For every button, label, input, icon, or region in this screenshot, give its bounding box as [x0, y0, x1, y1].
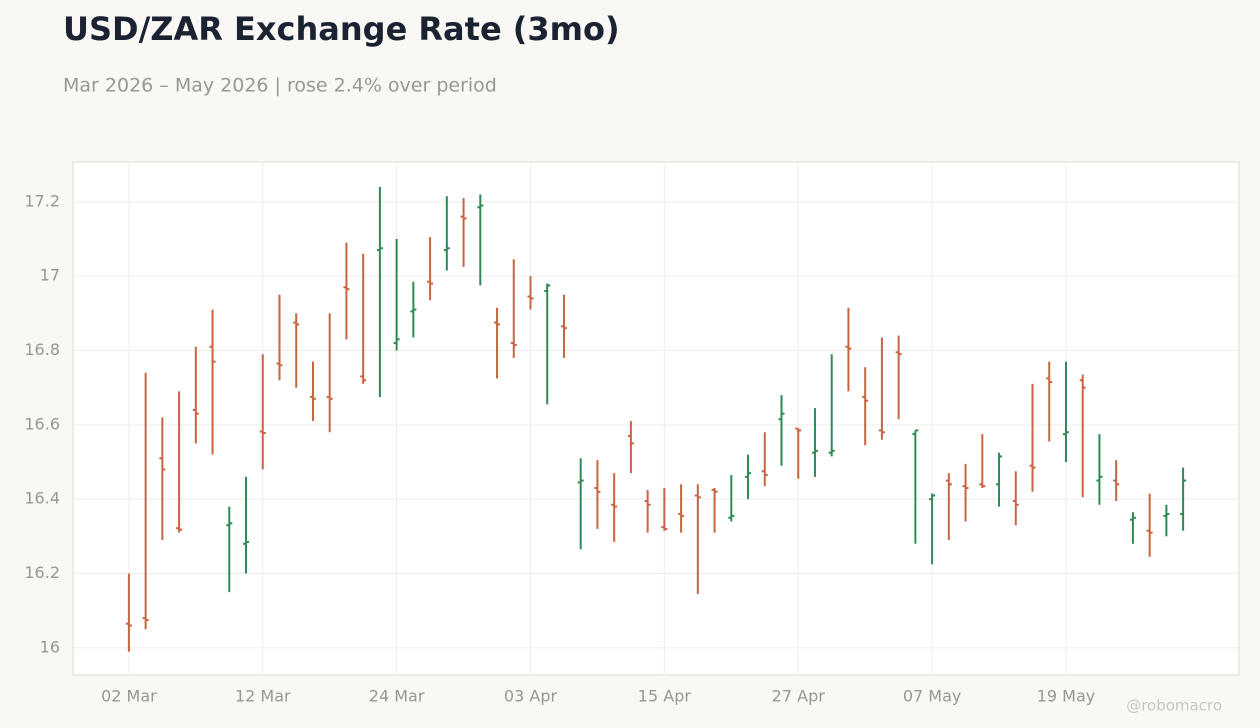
x-tick-label: 24 Mar [369, 687, 425, 706]
y-tick-label: 16.8 [24, 340, 60, 359]
y-tick-label: 17.2 [24, 191, 60, 210]
plot-area [72, 161, 1240, 676]
x-tick-label: 12 Mar [235, 687, 291, 706]
x-tick-label: 02 Mar [101, 687, 157, 706]
chart-subtitle: Mar 2026 – May 2026 | rose 2.4% over per… [63, 75, 497, 97]
y-tick-label: 16.2 [24, 563, 60, 582]
chart-title: USD/ZAR Exchange Rate (3mo) [63, 10, 620, 48]
x-tick-label: 27 Apr [772, 687, 826, 706]
x-tick-label: 03 Apr [504, 687, 558, 706]
x-tick-label: 07 May [903, 687, 962, 706]
y-tick-label: 16 [40, 637, 60, 656]
watermark: @robomacro [1126, 697, 1222, 715]
y-tick-label: 16.4 [24, 489, 60, 508]
y-tick-label: 16.6 [24, 414, 60, 433]
y-tick-label: 17 [40, 266, 60, 285]
x-tick-label: 19 May [1037, 687, 1096, 706]
x-tick-label: 15 Apr [638, 687, 692, 706]
